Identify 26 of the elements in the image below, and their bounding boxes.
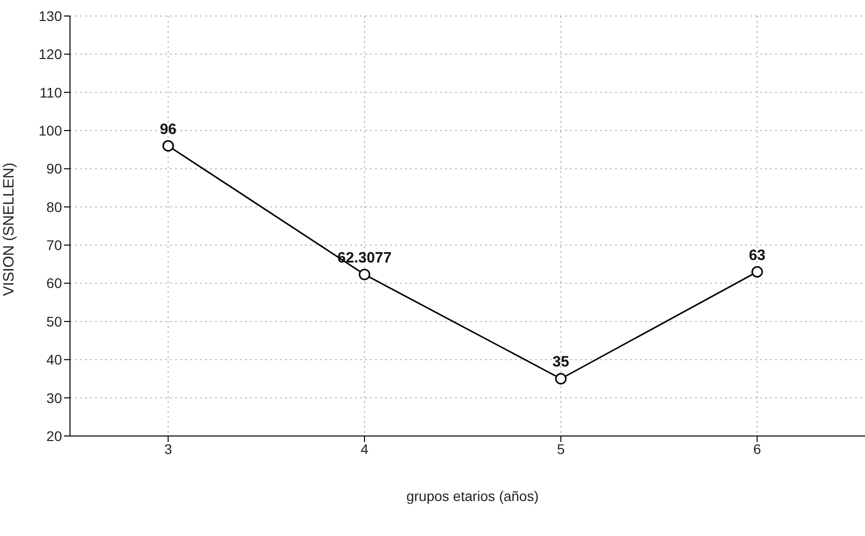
data-label: 96: [160, 120, 177, 138]
data-label: 35: [552, 354, 570, 371]
data-label: 62.3077: [337, 249, 392, 266]
y-tick-label: 90: [46, 160, 62, 177]
point: [751, 266, 763, 278]
x-axis-title: grupos etarios (años): [406, 488, 539, 504]
y-tick-label: 100: [38, 122, 62, 139]
y-tick-label: 120: [38, 46, 62, 62]
y-tick-label: 130: [38, 8, 62, 24]
x-tick-label: 4: [360, 440, 369, 457]
y-tick-label: 50: [46, 313, 62, 330]
x-tick-label: 3: [164, 440, 172, 457]
y-tick-label: 60: [46, 275, 62, 292]
point: [162, 140, 174, 152]
x-tick-label: 5: [556, 440, 565, 457]
y-tick-label: 70: [46, 237, 62, 254]
y-tick-label: 80: [46, 198, 62, 215]
y-axis-title: VISION (SNELLEN): [0, 162, 18, 296]
point: [358, 268, 370, 280]
y-tick-label: 20: [46, 428, 62, 444]
y-tick-label: 40: [46, 352, 62, 368]
y-tick-label: 30: [46, 390, 62, 406]
y-tick-label: 110: [40, 84, 62, 100]
x-tick-label: 6: [753, 440, 762, 457]
data-label: 63: [748, 246, 766, 264]
point: [555, 372, 567, 384]
